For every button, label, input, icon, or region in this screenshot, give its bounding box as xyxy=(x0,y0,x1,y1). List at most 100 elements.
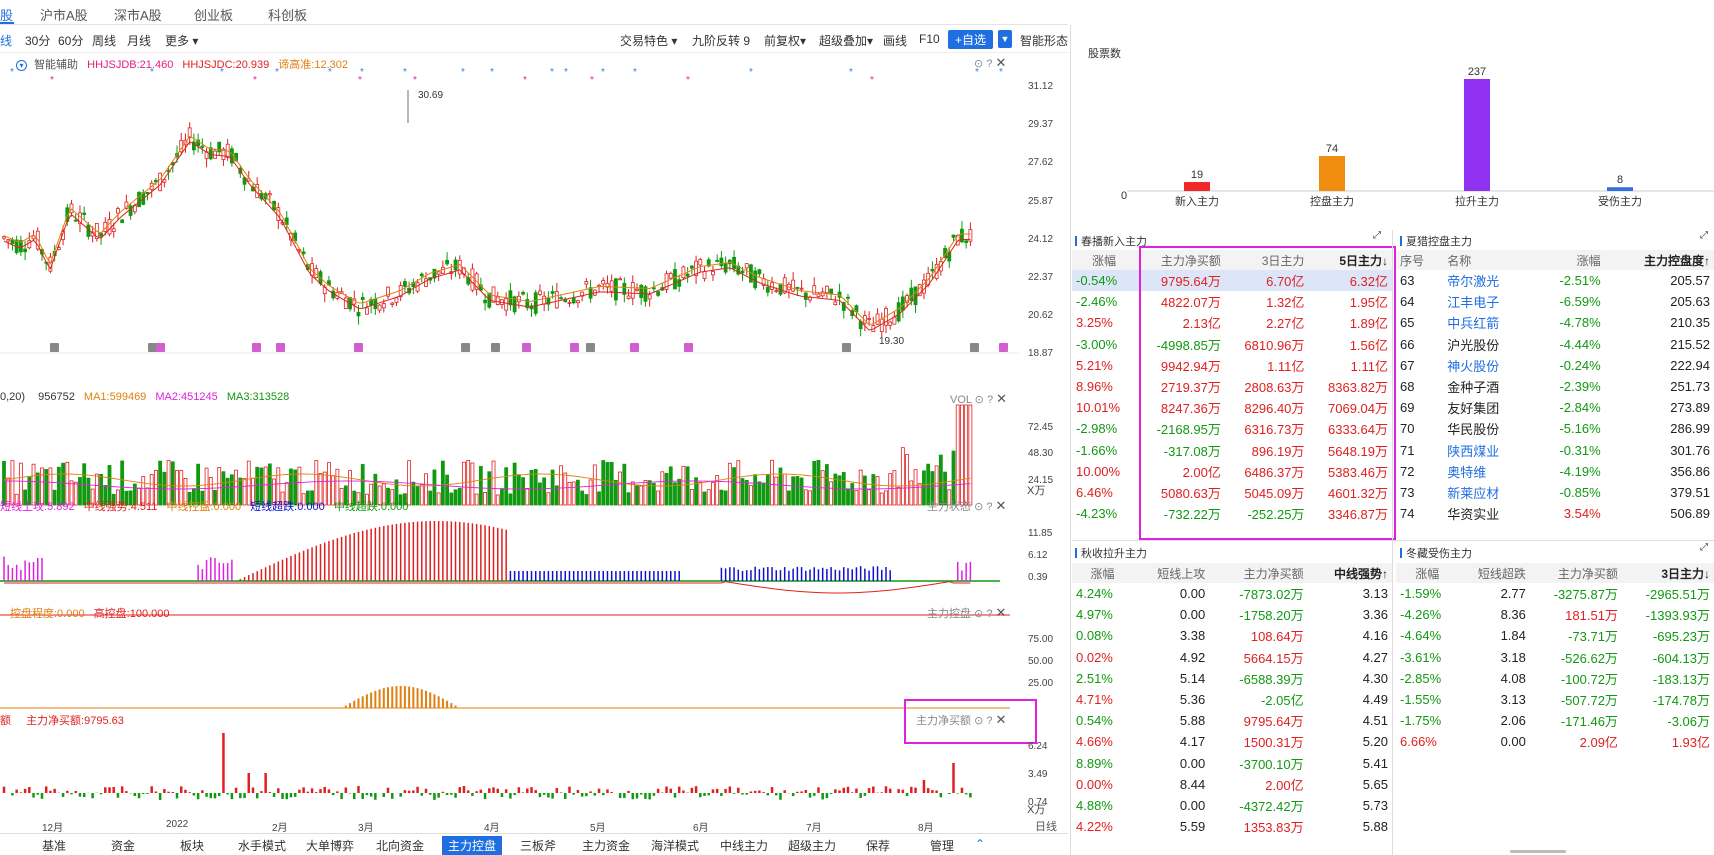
period-week[interactable]: 周线 xyxy=(92,34,117,48)
column-header[interactable]: 3日主力↓ xyxy=(1621,563,1714,583)
table-row[interactable]: -3.61% 3.18 -526.62万 -604.13万 xyxy=(1396,647,1714,668)
table-row[interactable]: 4.66% 4.17 1500.31万 5.20 xyxy=(1072,731,1392,752)
stock-chart-area[interactable]: *** *** *** *** *** *** *** *** * xyxy=(0,53,1068,833)
table-row[interactable]: 68 金种子酒 -2.39% 251.73 xyxy=(1396,376,1714,397)
settings-icon[interactable]: ⊙ xyxy=(974,394,984,406)
chevron-down-icon[interactable]: ▾ xyxy=(16,60,27,71)
draw-line-button[interactable]: 画线 xyxy=(883,34,908,48)
table-row[interactable]: 8.96% 2719.37万 2808.63万 8363.82万 xyxy=(1072,376,1392,397)
table-row[interactable]: 65 中兵红箭 -4.78% 210.35 xyxy=(1396,312,1714,333)
f10-button[interactable]: F10 xyxy=(919,32,940,46)
indicator-tab[interactable]: 中线主力 xyxy=(720,839,769,853)
table-row[interactable]: 2.51% 5.14 -6588.39万 4.30 xyxy=(1072,668,1392,689)
scrollbar[interactable] xyxy=(1510,850,1566,853)
period-month[interactable]: 月线 xyxy=(127,34,152,48)
table-row[interactable]: 66 沪光股份 -4.44% 215.52 xyxy=(1396,334,1714,355)
nine-reverse-menu[interactable]: 九阶反转 9 xyxy=(692,34,751,48)
column-header[interactable]: 短线超跌 xyxy=(1458,563,1530,583)
watchlist-dropdown-icon[interactable]: ▼ xyxy=(998,30,1012,48)
table-row[interactable]: 6.66% 0.00 2.09亿 1.93亿 xyxy=(1396,731,1714,752)
table-row[interactable]: 0.08% 3.38 108.64万 4.16 xyxy=(1072,625,1392,646)
table-row[interactable]: 0.00% 8.44 2.00亿 5.65 xyxy=(1072,774,1392,795)
column-header[interactable]: 主力净买额 xyxy=(1529,563,1622,583)
column-header[interactable]: 名称 xyxy=(1443,250,1532,270)
table-row[interactable]: 3.25% 2.13亿 2.27亿 1.89亿 xyxy=(1072,312,1392,333)
indicator-tab[interactable]: 资金 xyxy=(111,839,136,853)
smart-pattern-button[interactable]: 智能形态 xyxy=(1020,34,1069,48)
table-row[interactable]: 63 帝尔激光 -2.51% 205.57 xyxy=(1396,270,1714,291)
indicator-tab[interactable]: 大单博弈 xyxy=(306,839,355,853)
column-header[interactable]: 中线强势↑ xyxy=(1307,563,1392,583)
market-tab-gem[interactable]: 创业板 xyxy=(194,8,234,23)
indicator-tab[interactable]: 水手模式 xyxy=(238,839,287,853)
expand-icon[interactable]: ⤢ xyxy=(1700,230,1708,241)
indicator-tab[interactable]: 主力控盘 xyxy=(442,836,503,855)
period-day[interactable]: 线 xyxy=(0,34,13,48)
table-row[interactable]: -2.98% -2168.95万 6316.73万 6333.64万 xyxy=(1072,418,1392,439)
settings-icon[interactable]: ⊙ xyxy=(974,608,984,620)
settings-icon[interactable]: ⊙ xyxy=(974,501,984,513)
settings-icon[interactable]: ⊙ xyxy=(974,58,984,70)
table-row[interactable]: 74 华资实业 3.54% 506.89 xyxy=(1396,503,1714,524)
column-header[interactable]: 主力净买额 xyxy=(1136,250,1225,270)
indicator-tab[interactable]: 海洋模式 xyxy=(651,839,700,853)
column-header[interactable]: 序号 xyxy=(1396,250,1444,270)
table-row[interactable]: 72 奥特维 -4.19% 356.86 xyxy=(1396,461,1714,482)
help-icon[interactable]: ? xyxy=(986,608,993,620)
close-icon[interactable]: ✕ xyxy=(995,498,1007,513)
help-icon[interactable]: ? xyxy=(986,394,994,406)
market-tab-stock[interactable]: 股 xyxy=(0,8,14,23)
indicator-tab[interactable]: 管理 xyxy=(930,839,955,853)
table-row[interactable]: -1.59% 2.77 -3275.87万 -2965.51万 xyxy=(1396,583,1714,604)
table-row[interactable]: -1.75% 2.06 -171.46万 -3.06万 xyxy=(1396,710,1714,731)
column-header[interactable]: 涨幅 xyxy=(1531,250,1605,270)
indicator-tab[interactable]: 保荐 xyxy=(866,839,891,853)
table-row[interactable]: -1.55% 3.13 -507.72万 -174.78万 xyxy=(1396,689,1714,710)
table-row[interactable]: 0.02% 4.92 5664.15万 4.27 xyxy=(1072,647,1392,668)
table-row[interactable]: 4.88% 0.00 -4372.42万 5.73 xyxy=(1072,795,1392,816)
market-tab-sh[interactable]: 沪市A股 xyxy=(40,8,88,23)
table-row[interactable]: 4.71% 5.36 -2.05亿 4.49 xyxy=(1072,689,1392,710)
settings-icon[interactable]: ⊙ xyxy=(974,715,984,727)
help-icon[interactable]: ? xyxy=(986,58,993,70)
period-60min[interactable]: 60分 xyxy=(58,34,84,48)
column-header[interactable]: 短线上攻 xyxy=(1133,563,1210,583)
close-icon[interactable]: ✕ xyxy=(996,391,1008,406)
overlay-menu[interactable]: 超级叠加▾ xyxy=(819,34,874,48)
expand-icon[interactable]: ⤢ xyxy=(1700,542,1708,553)
indicator-tab[interactable]: 板块 xyxy=(180,839,205,853)
column-header[interactable]: 涨幅 xyxy=(1072,563,1134,583)
table-row[interactable]: -0.54% 9795.64万 6.70亿 6.32亿 xyxy=(1072,270,1392,292)
market-tab-sz[interactable]: 深市A股 xyxy=(114,8,162,23)
expand-icon[interactable]: ⤢ xyxy=(1373,230,1381,241)
market-tab-star[interactable]: 科创板 xyxy=(268,8,308,23)
column-header[interactable]: 涨幅 xyxy=(1396,563,1459,583)
table-row[interactable]: 0.54% 5.88 9795.64万 4.51 xyxy=(1072,710,1392,731)
table-row[interactable]: 73 新莱应材 -0.85% 379.51 xyxy=(1396,482,1714,503)
table-row[interactable]: -2.85% 4.08 -100.72万 -183.13万 xyxy=(1396,668,1714,689)
table-row[interactable]: -4.64% 1.84 -73.71万 -695.23万 xyxy=(1396,625,1714,646)
column-header[interactable]: 5日主力↓ xyxy=(1308,250,1392,270)
table-row[interactable]: 70 华民股份 -5.16% 286.99 xyxy=(1396,418,1714,439)
indicator-tab[interactable]: 基准 xyxy=(42,839,67,853)
table-row[interactable]: -4.26% 8.36 181.51万 -1393.93万 xyxy=(1396,604,1714,625)
indicator-tab[interactable]: 三板斧 xyxy=(520,839,557,853)
table-row[interactable]: 64 江丰电子 -6.59% 205.63 xyxy=(1396,291,1714,312)
close-icon[interactable]: ✕ xyxy=(995,55,1007,70)
table-row[interactable]: 69 友好集团 -2.84% 273.89 xyxy=(1396,397,1714,418)
add-watchlist-button[interactable]: +自选 xyxy=(948,30,994,49)
table-row[interactable]: 5.21% 9942.94万 1.11亿 1.11亿 xyxy=(1072,355,1392,376)
indicator-tab[interactable]: 北向资金 xyxy=(376,839,425,853)
help-icon[interactable]: ? xyxy=(986,501,993,513)
table-row[interactable]: 10.01% 8247.36万 8296.40万 7069.04万 xyxy=(1072,397,1392,418)
indicator-tab[interactable]: 主力资金 xyxy=(582,839,631,853)
close-icon[interactable]: ✕ xyxy=(995,712,1007,727)
table-row[interactable]: -2.46% 4822.07万 1.32亿 1.95亿 xyxy=(1072,291,1392,312)
table-row[interactable]: 4.22% 5.59 1353.83万 5.88 xyxy=(1072,816,1392,837)
period-more[interactable]: 更多 ▾ xyxy=(165,34,199,48)
table-row[interactable]: 67 神火股份 -0.24% 222.94 xyxy=(1396,355,1714,376)
table-row[interactable]: 4.24% 0.00 -7873.02万 3.13 xyxy=(1072,583,1392,604)
table-row[interactable]: 8.89% 0.00 -3700.10万 5.41 xyxy=(1072,753,1392,774)
close-icon[interactable]: ✕ xyxy=(995,605,1007,620)
indicator-tab[interactable]: 超级主力 xyxy=(788,839,837,853)
